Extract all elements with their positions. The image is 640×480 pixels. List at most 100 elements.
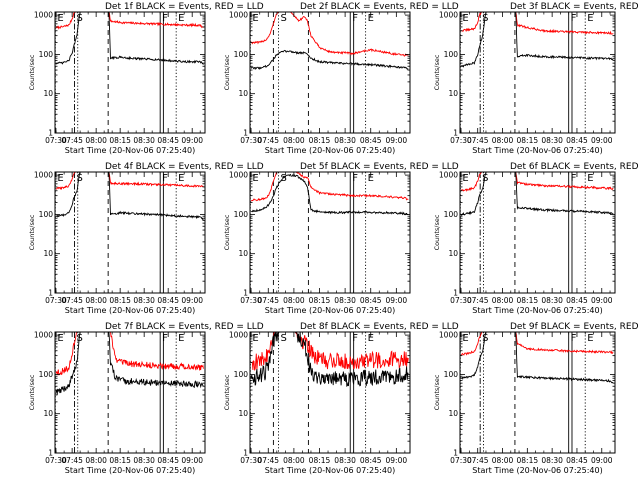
panel-title: Det 7f BLACK = Events, RED = LLD [105, 322, 264, 332]
event-marker-label: E [587, 333, 593, 344]
event-marker-label: E [57, 13, 63, 24]
x-tick-label: 07:30 [450, 456, 472, 465]
chart-panel-3: Det 3f BLACK = Events, RED = LLDESFE1101… [433, 2, 640, 155]
event-marker-label: F [352, 333, 358, 344]
y-tick-label: 10 [448, 409, 458, 418]
plot-frame [249, 171, 411, 294]
event-marker-label: E [587, 13, 593, 24]
series-line-events [55, 172, 204, 221]
x-tick-label: 08:45 [157, 136, 179, 145]
x-tick-label: 08:30 [334, 296, 356, 305]
plot-frame [249, 331, 411, 454]
event-marker-label: S [482, 173, 488, 184]
x-tick-label: 07:45 [61, 456, 83, 465]
event-marker-label: F [571, 173, 577, 184]
x-tick-label: 09:00 [181, 456, 203, 465]
x-tick-label: 08:15 [309, 456, 331, 465]
event-marker-label: S [77, 13, 83, 24]
x-tick-label: 07:30 [450, 136, 472, 145]
plot-frame [54, 331, 206, 454]
y-tick-label: 100 [234, 210, 249, 219]
series-line-lld [55, 332, 204, 376]
event-marker-label: S [281, 173, 287, 184]
x-tick-label: 08:15 [109, 296, 131, 305]
event-marker-label: E [252, 173, 258, 184]
x-tick-label: 08:45 [566, 456, 588, 465]
event-marker-label: E [368, 173, 374, 184]
event-marker-label: E [462, 173, 468, 184]
event-marker-label: F [571, 333, 577, 344]
y-tick-label: 1 [243, 449, 248, 458]
x-tick-label: 08:00 [85, 296, 107, 305]
y-axis-label: Counts/sec [223, 214, 231, 250]
x-tick-label: 07:45 [467, 456, 489, 465]
x-tick-label: 07:30 [240, 296, 262, 305]
y-tick-label: 1000 [439, 171, 458, 180]
y-tick-label: 100 [39, 370, 54, 379]
event-marker-label: F [352, 173, 358, 184]
y-tick-label: 100 [444, 50, 459, 59]
x-tick-label: 08:30 [133, 456, 155, 465]
y-axis-label: Counts/sec [28, 214, 36, 250]
event-marker-label: S [281, 333, 287, 344]
x-tick-label: 07:30 [240, 456, 262, 465]
event-marker-label: F [162, 173, 168, 184]
y-tick-label: 1000 [229, 11, 248, 20]
series-line-events [250, 332, 409, 388]
x-tick-label: 07:30 [240, 136, 262, 145]
event-marker-label: S [77, 333, 83, 344]
x-axis-label: Start Time (20-Nov-06 07:25:40) [65, 306, 195, 315]
x-tick-label: 07:45 [467, 296, 489, 305]
y-tick-label: 1 [243, 129, 248, 138]
event-marker-label: F [571, 13, 577, 24]
panel-title: Det 8f BLACK = Events, RED = LLD [300, 322, 459, 332]
panel-title: Det 9f BLACK = Events, RED = LLD [510, 322, 640, 332]
x-tick-label: 08:15 [517, 136, 539, 145]
x-tick-label: 08:15 [309, 296, 331, 305]
x-tick-label: 07:45 [467, 136, 489, 145]
event-marker-label: E [178, 173, 184, 184]
x-tick-label: 08:30 [334, 136, 356, 145]
event-marker-label: E [368, 13, 374, 24]
y-tick-label: 10 [43, 89, 53, 98]
x-tick-label: 08:15 [309, 136, 331, 145]
x-tick-label: 09:00 [181, 136, 203, 145]
series-line-events [460, 12, 614, 68]
x-axis-label: Start Time (20-Nov-06 07:25:40) [472, 306, 602, 315]
plot-frame [249, 11, 411, 134]
y-tick-label: 100 [234, 50, 249, 59]
chart-panel-9: Det 9f BLACK = Events, RED = LLDESFE1101… [433, 322, 640, 475]
x-tick-label: 07:30 [45, 456, 67, 465]
panel-title: Det 4f BLACK = Events, RED = LLD [105, 162, 264, 172]
y-tick-label: 10 [448, 249, 458, 258]
event-marker-label: S [281, 13, 287, 24]
series-line-lld [56, 172, 204, 191]
y-tick-label: 10 [238, 89, 248, 98]
event-marker-label: E [57, 333, 63, 344]
x-tick-label: 08:00 [283, 456, 305, 465]
x-tick-label: 08:30 [541, 136, 563, 145]
y-axis-label: Counts/sec [433, 54, 441, 90]
y-axis-label: Counts/sec [433, 214, 441, 250]
x-tick-label: 07:30 [45, 296, 67, 305]
y-axis-label: Counts/sec [28, 374, 36, 410]
x-tick-label: 08:15 [109, 136, 131, 145]
x-tick-label: 08:15 [109, 456, 131, 465]
y-tick-label: 100 [39, 50, 54, 59]
x-tick-label: 09:00 [386, 136, 408, 145]
x-tick-label: 08:45 [157, 456, 179, 465]
event-marker-label: E [252, 13, 258, 24]
series-line-lld [251, 332, 409, 371]
x-axis-label: Start Time (20-Nov-06 07:25:40) [472, 466, 602, 475]
y-tick-label: 100 [39, 210, 54, 219]
panel-title: Det 5f BLACK = Events, RED = LLD [300, 162, 459, 172]
y-tick-label: 10 [238, 409, 248, 418]
event-marker-label: E [368, 333, 374, 344]
series-line-lld [460, 332, 614, 356]
x-tick-label: 08:30 [541, 296, 563, 305]
y-tick-label: 1 [48, 449, 53, 458]
